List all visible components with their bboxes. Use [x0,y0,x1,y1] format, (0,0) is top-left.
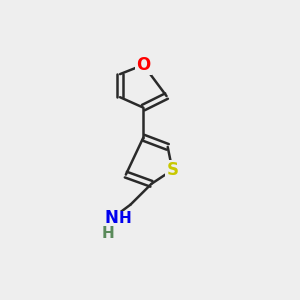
Text: S: S [166,161,178,179]
Text: H: H [102,226,115,241]
Text: H: H [118,211,131,226]
Text: N: N [105,209,119,227]
Text: O: O [136,56,150,74]
